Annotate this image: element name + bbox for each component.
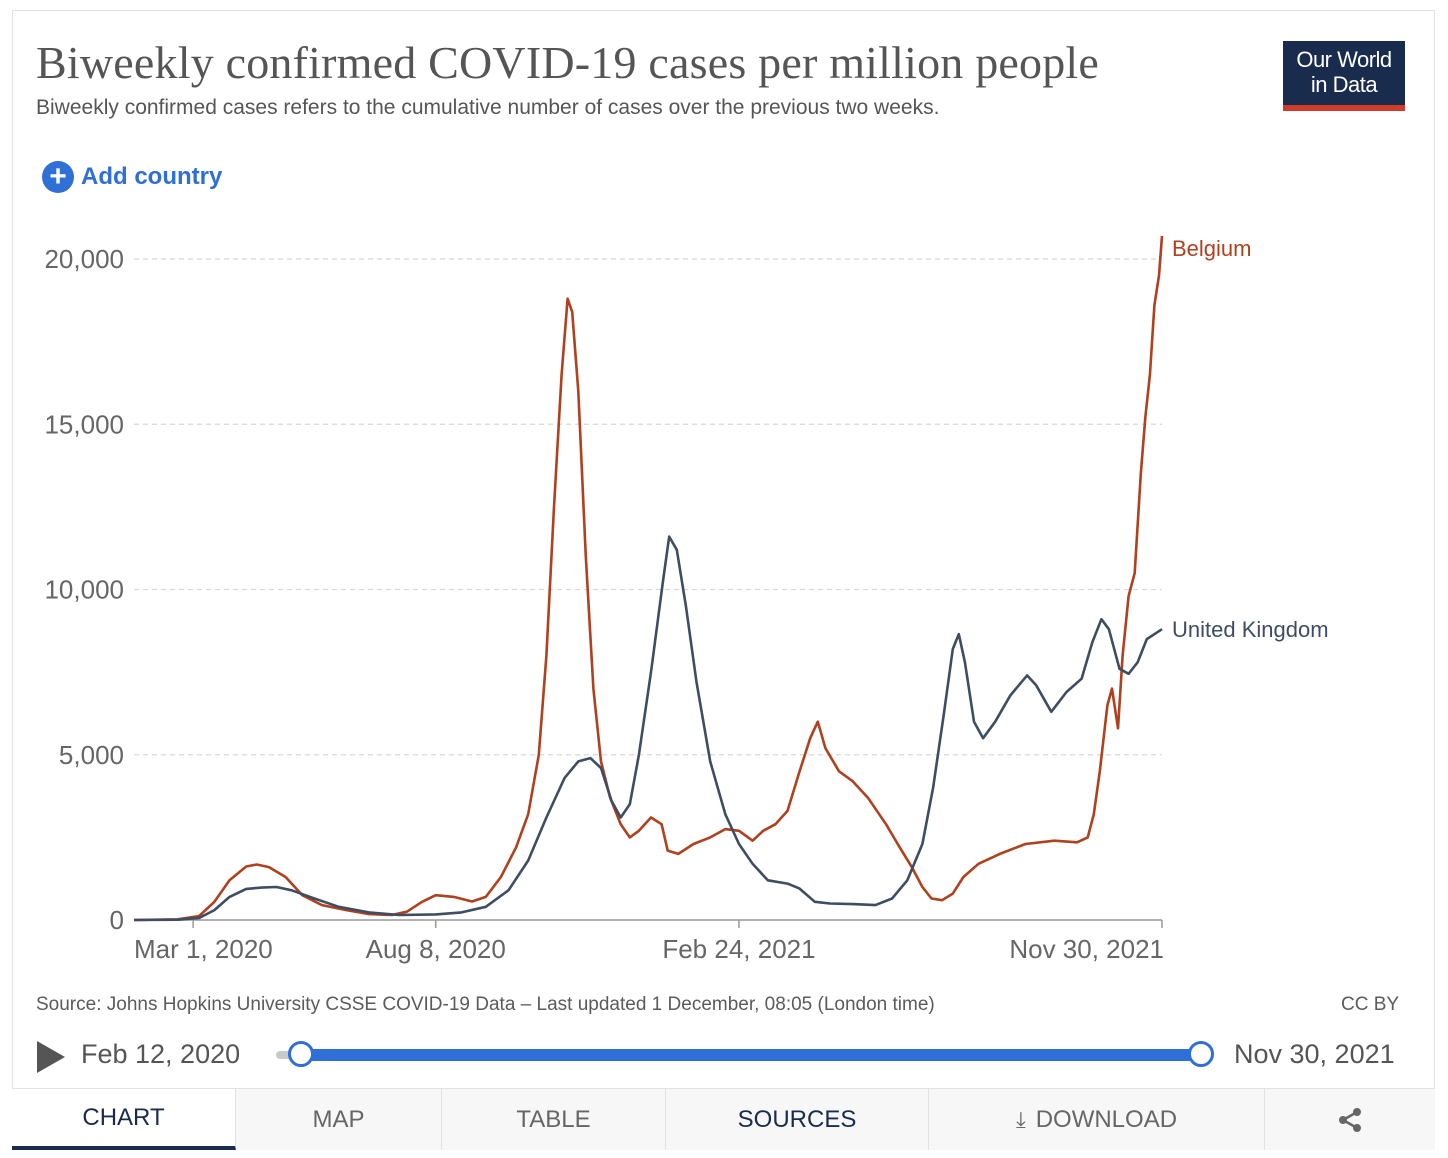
- y-tick-label: 20,000: [44, 244, 124, 274]
- y-tick-label: 5,000: [59, 740, 124, 770]
- grid-lines: [134, 258, 1162, 756]
- x-tick-label: Feb 24, 2021: [662, 934, 815, 964]
- x-tick-label: Nov 30, 2021: [1009, 934, 1164, 964]
- play-icon[interactable]: [37, 1041, 65, 1073]
- series-lines: [133, 235, 1164, 922]
- chart-frame: [12, 10, 1435, 1150]
- tab-map[interactable]: MAP: [236, 1089, 442, 1150]
- series-label: Belgium: [1172, 236, 1251, 261]
- y-tick-label: 10,000: [44, 575, 124, 605]
- tab-sources[interactable]: SOURCES: [666, 1089, 929, 1150]
- download-icon: ⤓: [1015, 1106, 1026, 1132]
- add-country-button[interactable]: + Add country: [42, 161, 222, 193]
- license-link[interactable]: CC BY: [1341, 994, 1400, 1015]
- timeline-end-handle[interactable]: [1188, 1041, 1214, 1067]
- owid-logo[interactable]: Our World in Data: [1283, 41, 1405, 111]
- share-button[interactable]: [1265, 1089, 1435, 1150]
- series-labels: Belgium United Kingdom: [1172, 236, 1329, 642]
- chart-title: Biweekly confirmed COVID-19 cases per mi…: [36, 37, 1100, 88]
- timeline: Feb 12, 2020 Nov 30, 2021: [0, 1030, 1448, 1080]
- tab-table[interactable]: TABLE: [442, 1089, 666, 1150]
- add-country-label: Add country: [81, 163, 223, 190]
- source-note: Source: Johns Hopkins University CSSE CO…: [36, 994, 935, 1015]
- y-axis-ticks: 0 5,000 10,000 15,000 20,000: [44, 244, 124, 935]
- x-axis: Mar 1, 2020 Aug 8, 2020 Feb 24, 2021 Nov 30…: [134, 919, 1164, 964]
- timeline-start-handle[interactable]: [288, 1041, 314, 1067]
- tab-bar: CHART MAP TABLE SOURCES ⤓ DOWNLOAD: [12, 1088, 1435, 1150]
- line-chart: 0 5,000 10,000 15,000 20,000 Mar 1, 2020 Aug …: [44, 235, 1329, 964]
- x-tick-label: Aug 8, 2020: [366, 934, 506, 964]
- series-line-belgium: [133, 235, 1164, 922]
- chart-subtitle: Biweekly confirmed cases refers to the c…: [36, 96, 940, 119]
- y-tick-label: 0: [110, 905, 124, 935]
- share-icon: [1339, 1107, 1361, 1132]
- tab-download[interactable]: ⤓ DOWNLOAD: [929, 1089, 1265, 1150]
- x-tick-label: Mar 1, 2020: [134, 934, 273, 964]
- series-label: United Kingdom: [1172, 617, 1329, 642]
- plus-circle-icon: +: [42, 161, 74, 193]
- logo-line-1: Our World: [1296, 47, 1392, 72]
- tab-chart[interactable]: CHART: [12, 1089, 236, 1150]
- logo-line-2: in Data: [1310, 72, 1378, 97]
- timeline-selected-range[interactable]: [301, 1049, 1201, 1061]
- tab-download-label: DOWNLOAD: [1035, 1105, 1178, 1133]
- y-tick-label: 15,000: [44, 409, 124, 439]
- timeline-start-date: Feb 12, 2020: [81, 1039, 241, 1069]
- series-line-united-kingdom: [133, 535, 1163, 922]
- timeline-end-date: Nov 30, 2021: [1234, 1039, 1395, 1069]
- logo-accent-bar: [1283, 105, 1405, 111]
